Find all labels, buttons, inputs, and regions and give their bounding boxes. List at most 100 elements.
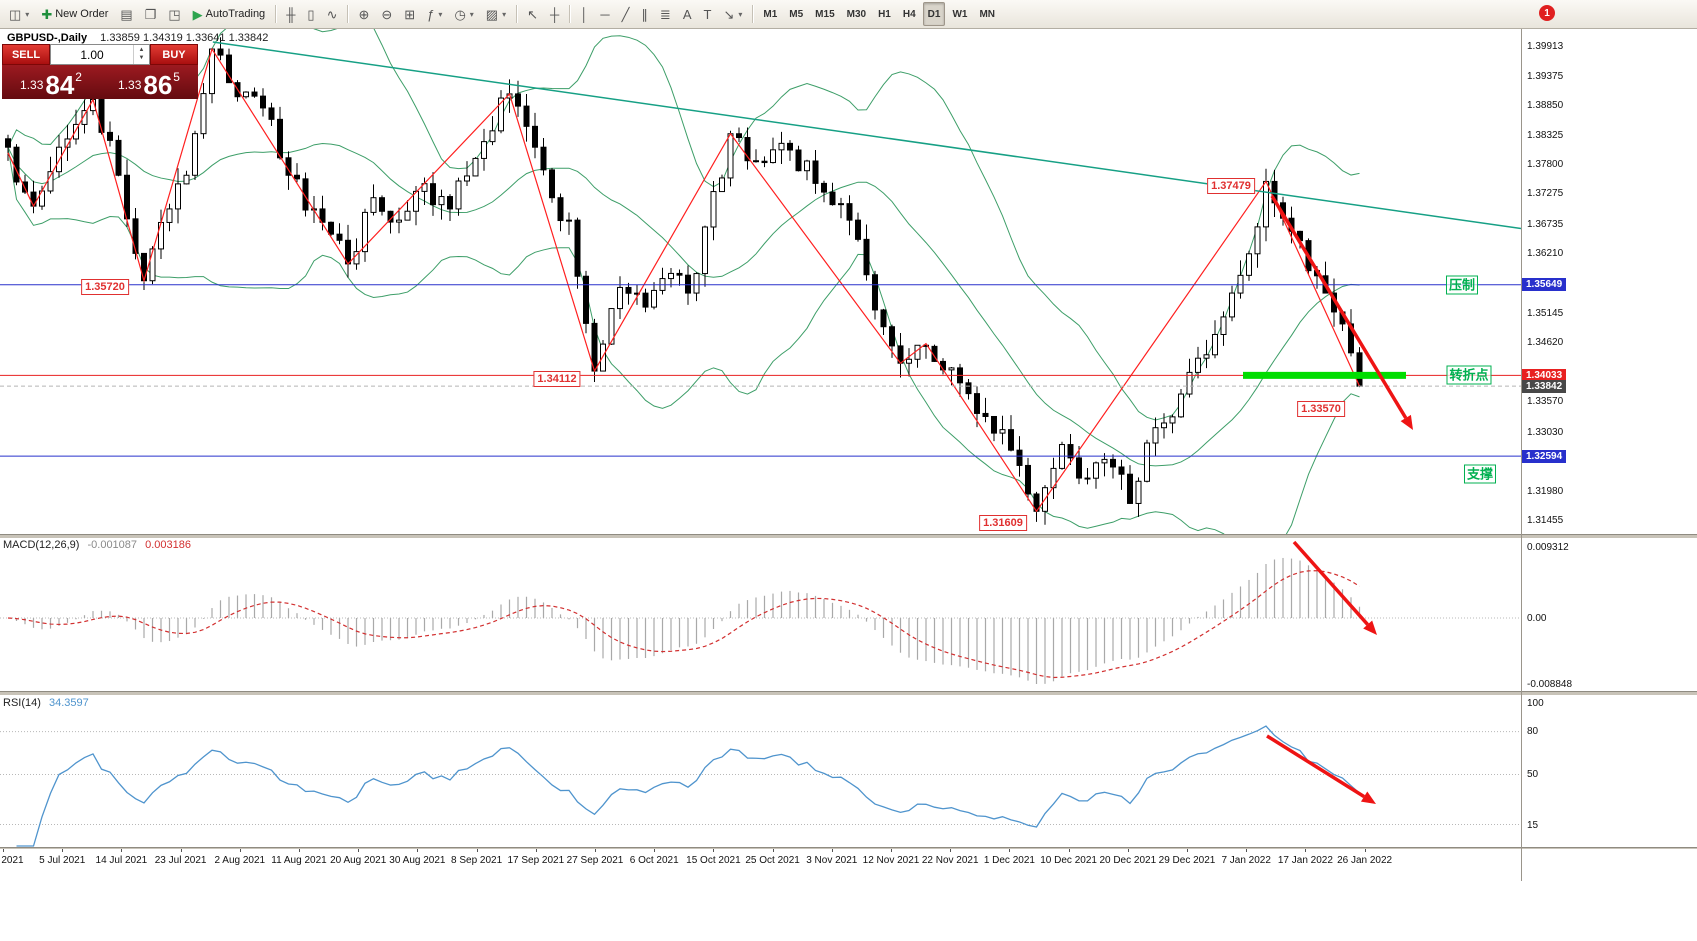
dropdown-caret-icon: ▾ — [438, 9, 443, 19]
tile-windows-button[interactable]: ⊞ — [399, 2, 420, 26]
fibonacci-button[interactable]: ≣ — [655, 2, 676, 26]
descending-trendline[interactable] — [212, 41, 1521, 230]
time-axis-tick — [417, 848, 419, 852]
cursor-button[interactable]: ↖ — [522, 2, 543, 26]
periods-button[interactable]: ◷ ▾ — [449, 2, 478, 26]
swing-price-label[interactable]: 1.34112 — [533, 370, 581, 387]
macd-name: MACD(12,26,9) — [3, 539, 80, 551]
volume-spinner[interactable]: ▲ ▼ — [133, 45, 149, 64]
bollinger-upper-band — [7, 28, 1360, 421]
volume-input[interactable] — [51, 45, 133, 64]
sell-price-sup: 2 — [75, 70, 82, 84]
notification-badge[interactable]: 1 — [1539, 5, 1555, 21]
charts-bar-button[interactable]: ▤ — [115, 2, 137, 26]
label-button[interactable]: T — [698, 2, 716, 26]
timeframe-h4-label: H4 — [902, 8, 916, 20]
time-axis-label: 1 Dec 2021 — [983, 855, 1035, 866]
timeframe-m15[interactable]: M15 — [810, 2, 839, 26]
sell-button[interactable]: SELL — [2, 44, 50, 65]
bid-ask-display: 1.33 84 2 1.33 86 5 — [2, 65, 198, 99]
new-order-button-label: New Order — [55, 8, 109, 20]
rsi-panel-canvas[interactable] — [0, 694, 1521, 847]
price-tag: 1.34033 — [1522, 368, 1567, 382]
chart-title: GBPUSD-,Daily 1.33859 1.34319 1.33641 1.… — [7, 32, 268, 44]
timeframe-m5[interactable]: M5 — [784, 2, 808, 26]
zoom-in-button[interactable]: ⊕ — [353, 2, 374, 26]
spinner-up-icon[interactable]: ▲ — [138, 47, 145, 54]
timeframe-d1[interactable]: D1 — [922, 2, 946, 26]
timeframe-h1[interactable]: H1 — [873, 2, 896, 26]
arrows-button[interactable]: ↘ ▾ — [718, 2, 747, 26]
timeframe-m5-label: M5 — [789, 8, 804, 20]
annotation-label[interactable]: 转折点 — [1446, 365, 1492, 385]
rsi-name: RSI(14) — [3, 697, 41, 709]
line-chart-button[interactable]: ∿ — [322, 2, 343, 26]
time-axis-label: 27 Sep 2021 — [566, 855, 624, 866]
time-axis-tick — [891, 848, 892, 852]
vertical-line-button[interactable]: │ — [575, 2, 593, 26]
main-chart-canvas[interactable] — [0, 28, 1521, 534]
support-highlight-bar[interactable] — [1243, 371, 1406, 379]
profiles-button[interactable]: ❐ — [140, 2, 162, 26]
candlestick-chart-button[interactable]: ▯ — [302, 2, 319, 26]
rsi-axis-label: 100 — [1527, 698, 1544, 709]
channel-button[interactable]: ∥ — [636, 2, 653, 26]
autotrading-button-label: AutoTrading — [205, 8, 266, 20]
swing-price-label[interactable]: 1.37479 — [1207, 178, 1255, 195]
time-axis-tick — [3, 848, 4, 852]
vertical-line-icon: │ — [580, 6, 589, 22]
trendline-button[interactable]: ╱ — [617, 2, 635, 26]
indicators-button[interactable]: ƒ ▾ — [422, 2, 447, 26]
time-axis[interactable]: Jun 2021 5 Jul 2021 14 Jul 2021 23 Jul 2021… — [0, 848, 1697, 881]
horizontal-line-button[interactable]: ─ — [595, 2, 614, 26]
toolbar-separator — [569, 5, 571, 23]
swing-price-label[interactable]: 1.33570 — [1297, 401, 1345, 418]
templates-button[interactable]: ▨ ▾ — [481, 2, 511, 26]
new-order-icon: ✚ — [41, 6, 53, 22]
crosshair-button[interactable]: ┼ — [545, 2, 564, 26]
time-axis-tick — [1187, 848, 1188, 852]
text-button[interactable]: A — [678, 2, 697, 26]
profiles-icon: ❐ — [144, 6, 157, 22]
toolbar-separator — [275, 5, 277, 23]
time-axis-tick — [121, 848, 123, 852]
timeframe-h4[interactable]: H4 — [898, 2, 921, 26]
trend-arrow[interactable] — [1270, 195, 1413, 430]
spinner-down-icon[interactable]: ▼ — [138, 54, 145, 61]
panel-separator[interactable] — [0, 534, 1697, 538]
timeframe-m1[interactable]: M1 — [758, 2, 782, 26]
new-chart-icon: ◫ — [9, 6, 22, 22]
horizontal-line-icon: ─ — [600, 6, 610, 22]
timeframe-mn[interactable]: MN — [974, 2, 1000, 26]
zoom-out-icon: ⊖ — [381, 6, 393, 22]
trend-arrow[interactable] — [1266, 734, 1376, 804]
new-chart-button[interactable]: ◫ ▾ — [4, 2, 34, 26]
annotation-label[interactable]: 压制 — [1445, 275, 1479, 295]
autotrading-button[interactable]: ▶ AutoTrading — [188, 2, 271, 26]
metaeditor-icon: ◳ — [168, 6, 181, 22]
timeframe-m30[interactable]: M30 — [842, 2, 871, 26]
time-axis-tick — [299, 848, 300, 852]
rsi-indicator-label: RSI(14) 34.3597 — [3, 697, 89, 709]
panel-separator[interactable] — [0, 691, 1697, 695]
timeframe-w1[interactable]: W1 — [947, 2, 972, 26]
time-axis-label: 20 Aug 2021 — [330, 855, 387, 866]
bar-chart-button[interactable]: ╫ — [281, 2, 300, 26]
zoom-out-button[interactable]: ⊖ — [376, 2, 397, 26]
swing-price-label[interactable]: 1.31609 — [979, 515, 1027, 532]
metaeditor-button[interactable]: ◳ — [163, 2, 185, 26]
macd-panel-canvas[interactable] — [0, 537, 1521, 691]
price-axis-label: 1.37275 — [1527, 188, 1564, 200]
swing-price-label[interactable]: 1.35720 — [81, 278, 129, 295]
new-order-button[interactable]: ✚ New Order — [36, 2, 113, 26]
sell-price: 1.33 84 2 — [2, 65, 100, 99]
annotation-label[interactable]: 支撑 — [1463, 464, 1497, 484]
time-axis-tick — [1305, 848, 1307, 852]
time-axis-tick — [1246, 848, 1248, 852]
buy-button[interactable]: BUY — [150, 44, 198, 65]
candlestick-chart-icon: ▯ — [307, 6, 315, 22]
trend-arrow[interactable] — [1292, 540, 1377, 635]
zigzag-line[interactable] — [7, 47, 1361, 513]
volume-field[interactable]: ▲ ▼ — [50, 44, 150, 65]
time-axis-label: 15 Oct 2021 — [686, 855, 741, 866]
